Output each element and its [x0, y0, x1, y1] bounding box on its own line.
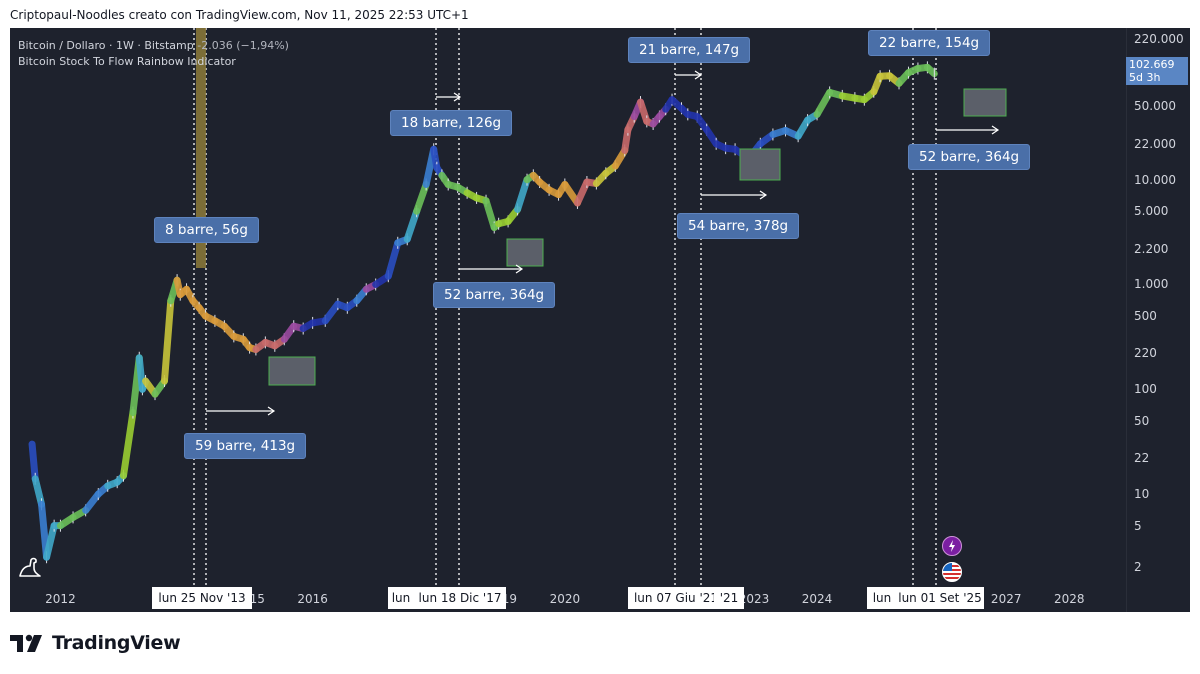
price-tick-label: 22 [1134, 451, 1150, 466]
price-tick-label: 50.000 [1134, 99, 1176, 114]
bar-countdown: 5d 3h [1129, 71, 1161, 84]
price-segment [573, 178, 591, 207]
annotation-label: 22 barre, 154g [868, 30, 991, 56]
duration-arrows [206, 70, 1000, 416]
last-price: 102.669 [1129, 58, 1175, 71]
chart-legend: Bitcoin / Dollaro · 1W · Bitstamp -2.036… [18, 38, 289, 70]
price-tick-label: 2 [1134, 560, 1142, 575]
price-tick-label: 220.000 [1134, 31, 1184, 46]
zone-box [963, 88, 1007, 117]
date-marker: lun [867, 587, 897, 609]
zone-box [268, 356, 316, 386]
price-tick-label: 22.000 [1134, 136, 1176, 151]
indicator-label: Bitcoin Stock To Flow Rainbow Indicator [18, 55, 236, 68]
time-tick-label: 2027 [990, 592, 1022, 606]
price-segment [43, 522, 58, 561]
price-segment [621, 126, 632, 154]
price-tick-label: 500 [1134, 309, 1157, 324]
date-marker: lun 18 Dic '17 [414, 587, 506, 609]
tradingview-logo-icon [10, 634, 42, 652]
date-marker: lun 01 Set '25 [896, 587, 984, 609]
price-segment [28, 440, 39, 483]
time-tick-label: 2024 [801, 592, 833, 606]
date-marker: lun 07 Giu '21 [628, 587, 724, 609]
price-tick-label: 10 [1134, 487, 1150, 502]
annotation-label: 54 barre, 378g [677, 213, 800, 239]
zone-box [739, 148, 781, 181]
highlight-band [196, 28, 206, 268]
price-tick-label: 10.000 [1134, 172, 1176, 187]
date-marker: lun [388, 587, 414, 609]
date-marker: lun 25 Nov '13 [152, 587, 252, 609]
tradingview-logo: TradingView [10, 631, 181, 655]
duration-arrow-head [267, 406, 276, 416]
change-label: -2.036 (−1,94%) [197, 39, 289, 52]
time-tick-label: 2028 [1053, 592, 1085, 606]
duration-arrow-head [991, 125, 1000, 135]
price-segment [923, 63, 938, 78]
annotation-label: 52 barre, 364g [908, 144, 1031, 170]
annotation-label: 59 barre, 413g [184, 433, 307, 459]
price-tick-label: 100 [1134, 382, 1157, 397]
duration-arrow-head [453, 92, 462, 102]
price-segment [119, 409, 137, 480]
duration-arrow-head [759, 190, 768, 200]
price-tick-label: 5.000 [1134, 204, 1169, 219]
price-segment [160, 297, 175, 385]
tv-small-logo-icon[interactable] [16, 554, 44, 582]
highlight-band-rect [196, 28, 206, 268]
last-price-tag: 102.669 5d 3h [1126, 57, 1188, 85]
price-tick-label: 1.000 [1134, 277, 1169, 292]
zone-box [506, 238, 544, 267]
duration-arrow-head [515, 264, 524, 274]
lightning-icon[interactable] [942, 536, 962, 556]
price-tick-label: 2.200 [1134, 241, 1169, 256]
annotation-label: 52 barre, 364g [433, 282, 556, 308]
time-tick-label: 2012 [45, 592, 76, 606]
price-segment [514, 176, 531, 213]
price-segment [31, 475, 46, 508]
zone-boxes [268, 88, 1007, 386]
price-segment [482, 197, 498, 231]
symbol-label: Bitcoin / Dollaro · 1W · Bitstamp [18, 39, 194, 52]
date-marker: '21 [714, 587, 744, 609]
chart-panel[interactable]: Bitcoin / Dollaro · 1W · Bitstamp -2.036… [10, 28, 1190, 612]
price-plot[interactable] [10, 28, 1190, 612]
annotation-label: 18 barre, 126g [390, 110, 513, 136]
price-axis[interactable] [1126, 28, 1190, 612]
chart-header: Criptopaul-Noodles creato con TradingVie… [10, 8, 469, 22]
time-tick-label: 2023 [738, 592, 770, 606]
annotation-label: 21 barre, 147g [628, 37, 751, 63]
price-segment [813, 88, 834, 118]
us-flag-icon[interactable] [942, 562, 962, 582]
price-series [28, 61, 938, 564]
cycle-vertical-lines [193, 28, 937, 587]
price-tick-label: 220 [1134, 346, 1157, 361]
price-tick-label: 5 [1134, 518, 1142, 533]
time-tick-label: 2020 [549, 592, 581, 606]
price-segment [384, 239, 402, 280]
tradingview-wordmark: TradingView [52, 632, 181, 654]
price-segment [413, 180, 430, 215]
annotation-label: 8 barre, 56g [154, 217, 259, 243]
price-tick-label: 50 [1134, 413, 1150, 428]
time-tick-label: 2016 [297, 592, 328, 606]
price-segment [403, 207, 421, 243]
duration-arrow-head [694, 70, 703, 80]
